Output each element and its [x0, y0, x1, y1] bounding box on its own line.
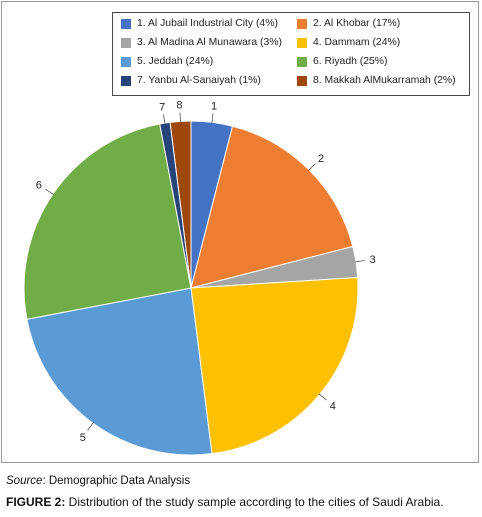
legend-label-6: 6. Riyadh (25%) — [313, 56, 388, 67]
pie-chart: 1 2 3 4 5 6 7 8 — [23, 99, 376, 456]
slice-label-4: 4 — [330, 400, 336, 412]
pie-slice-4 — [190, 276, 359, 455]
legend-swatch-4 — [297, 38, 307, 48]
legend-item-5: 5. Jeddah (24%) — [121, 55, 213, 69]
legend-item-7: 7. Yanbu Al-Sanaiyah (1%) — [121, 74, 261, 88]
legend-label-1: 1. Al Jubail Industrial City (4%) — [137, 18, 278, 29]
legend-swatch-8 — [297, 76, 307, 86]
legend-swatch-7 — [121, 76, 131, 86]
legend-item-6: 6. Riyadh (25%) — [297, 55, 388, 69]
slice-label-2: 2 — [318, 153, 324, 165]
slice-label-6: 6 — [36, 180, 42, 192]
leader-line-8 — [179, 112, 181, 123]
legend-label-7: 7. Yanbu Al-Sanaiyah (1%) — [137, 75, 261, 86]
slice-label-7: 7 — [159, 101, 165, 113]
legend-swatch-3 — [121, 38, 131, 48]
slice-label-8: 8 — [176, 99, 182, 111]
leader-line-3 — [354, 260, 365, 263]
slice-label-3: 3 — [370, 254, 376, 266]
legend-label-8: 8. Makkah AlMukarramah (2%) — [313, 75, 456, 86]
legend-swatch-1 — [121, 19, 131, 29]
caption-label: FIGURE 2: — [6, 495, 66, 509]
leader-line-7 — [163, 114, 166, 125]
legend-item-1: 1. Al Jubail Industrial City (4%) — [121, 17, 278, 31]
leader-line-5 — [87, 422, 94, 431]
slice-label-5: 5 — [80, 432, 86, 444]
leader-line-1 — [211, 113, 214, 124]
legend-label-2: 2. Al Khobar (17%) — [313, 18, 401, 29]
source-note: Source: Demographic Data Analysis — [6, 475, 190, 487]
legend-label-4: 4. Dammam (24%) — [313, 37, 401, 48]
source-label: Source — [6, 475, 43, 487]
slice-label-1: 1 — [211, 100, 217, 112]
legend-swatch-6 — [297, 57, 307, 67]
legend-item-4: 4. Dammam (24%) — [297, 36, 400, 50]
legend-item-3: 3. Al Madina Al Munawara (3%) — [121, 36, 282, 50]
caption-text: Distribution of the study sample accordi… — [65, 495, 444, 509]
source-text: : Demographic Data Analysis — [42, 475, 191, 487]
legend-item-8: 8. Makkah AlMukarramah (2%) — [297, 74, 456, 88]
leader-line-4 — [318, 393, 327, 401]
legend-item-2: 2. Al Khobar (17%) — [297, 17, 400, 31]
leader-line-2 — [308, 163, 316, 171]
legend-swatch-5 — [121, 57, 131, 67]
chart-legend: 1. Al Jubail Industrial City (4%) 2. Al K… — [112, 12, 470, 96]
figure-caption: FIGURE 2: Distribution of the study samp… — [6, 495, 444, 509]
legend-label-5: 5. Jeddah (24%) — [137, 56, 214, 67]
leader-line-6 — [45, 188, 54, 196]
legend-label-3: 3. Al Madina Al Munawara (3%) — [137, 37, 282, 48]
legend-swatch-2 — [297, 19, 307, 29]
